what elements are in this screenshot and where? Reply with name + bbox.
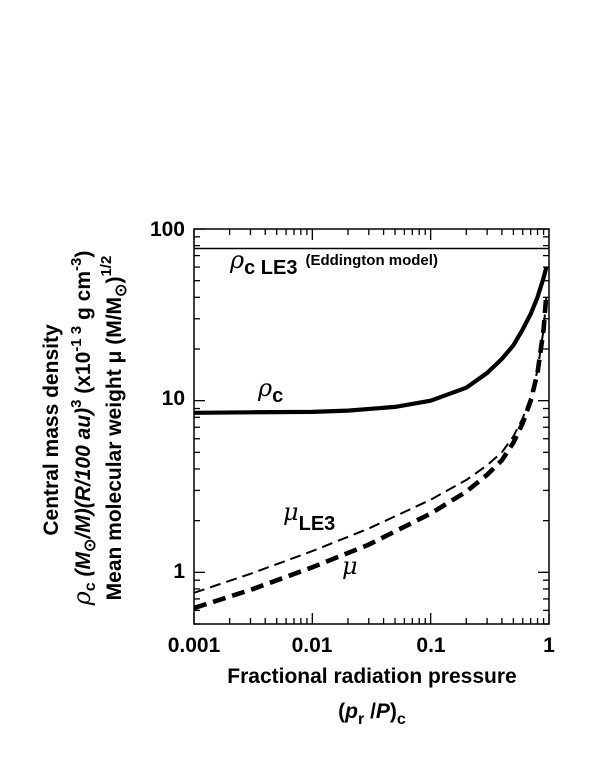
plot-frame (193, 228, 550, 625)
series-line-1 (193, 266, 549, 415)
x-tick-label: 0.001 (168, 634, 221, 657)
y-tick-label: 100 (150, 218, 185, 241)
series-layer (193, 247, 549, 611)
rho-c-label: ρc (257, 374, 283, 407)
x-tick-label: 1 (543, 634, 555, 657)
y-axis-title-line2: ρc (M⊙/M)(R/100 au)3 (x10-1 3 g cm-3) (68, 251, 99, 607)
y-axis-title-line3: Mean molecular weight μ (M/M⊙)1/2 (98, 256, 130, 601)
mu-label: μ (342, 552, 358, 580)
x-axis-title: Fractional radiation pressure (227, 665, 516, 688)
y-tick-label: 10 (162, 387, 185, 410)
x-tick-label: 0.01 (292, 634, 333, 657)
x-axis-title-symbol: (pr /P)c (338, 700, 406, 728)
y-axis-title-line1: Central mass density (40, 324, 63, 536)
series-line-2 (193, 297, 548, 594)
x-tick-label: 0.1 (416, 634, 446, 657)
ticks (193, 228, 550, 625)
mu-le3-label: μLE3 (283, 498, 335, 535)
rho-le3-label: ρc LE3 (Eddington model) (229, 246, 438, 279)
y-tick-label: 1 (173, 560, 185, 583)
y-axis-title: Central mass density ρc (M⊙/M)(R/100 au)… (40, 251, 130, 607)
series-line-3 (193, 293, 549, 611)
